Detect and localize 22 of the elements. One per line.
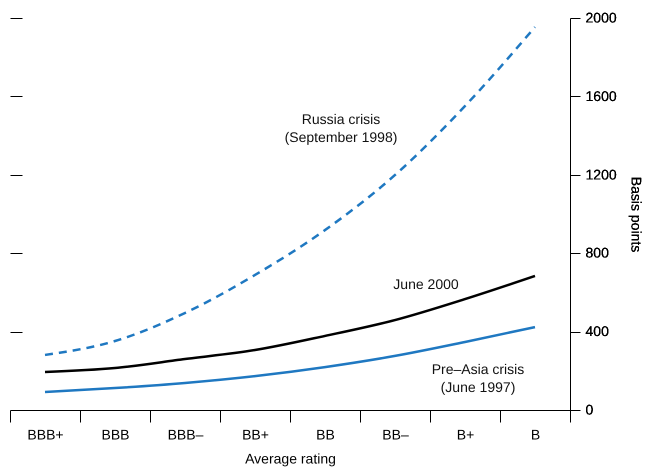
y-axis-title: Basis points (628, 176, 645, 252)
y-tick-label: 0 (586, 402, 594, 418)
line-series (44, 274, 536, 374)
y-tick-label: 1600 (586, 88, 617, 104)
y-tick-label: 400 (586, 323, 610, 340)
line-series (44, 326, 536, 394)
y-tick-label: 1200 (586, 166, 617, 182)
series-label: June 2000 (393, 276, 459, 292)
y-tick-label: 2000 (586, 10, 617, 26)
x-tick-label: BBB– (168, 426, 204, 442)
y-tick-label: 800 (586, 244, 610, 261)
series-label: Russia crisis (September 1998) (284, 110, 398, 145)
x-tick-label: BBB+ (27, 426, 64, 442)
x-tick-label: BB (316, 426, 335, 442)
x-tick-label: BBB (101, 426, 130, 442)
x-tick-label: BB+ (242, 426, 269, 442)
x-axis-title: Average rating (245, 450, 336, 466)
x-tick-label: B+ (456, 426, 474, 442)
series-label: Pre–Asia crisis (June 1997) (432, 360, 524, 395)
line-series (44, 26, 536, 356)
x-tick-label: B (530, 426, 540, 442)
x-tick-label: BB– (382, 426, 409, 442)
